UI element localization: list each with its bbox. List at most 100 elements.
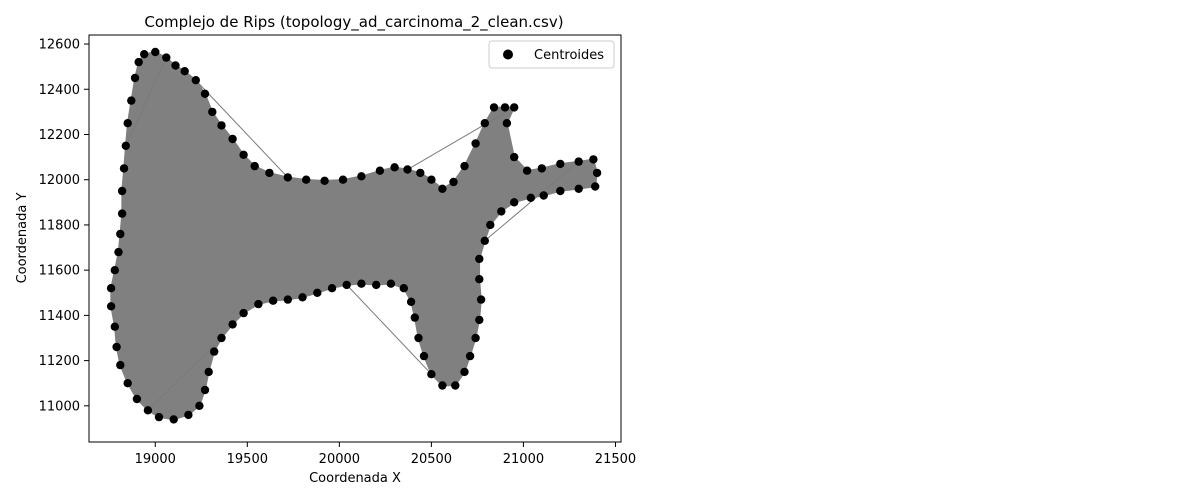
centroid-point: [217, 333, 226, 343]
centroid-point: [386, 279, 396, 288]
complex-edge: [195, 79, 289, 178]
centroid-point: [510, 152, 519, 162]
centroid-point: [556, 159, 565, 169]
centroid-point: [427, 175, 436, 184]
centroid-point: [268, 296, 278, 305]
centroid-point: [471, 139, 480, 148]
centroid-point: [106, 302, 116, 311]
centroid-point: [191, 76, 200, 85]
centroid-point: [239, 308, 248, 318]
centroid-point: [419, 351, 429, 361]
y-tick-label: 12200: [39, 128, 80, 143]
centroid-point: [460, 161, 469, 171]
centroid-point: [121, 141, 130, 150]
centroid-point: [180, 67, 189, 76]
centroid-point: [357, 172, 366, 181]
y-tick-label: 11600: [39, 264, 80, 279]
centroid-point: [298, 293, 307, 302]
centroid-point: [338, 175, 348, 184]
centroid-point: [592, 168, 602, 178]
centroid-point: [416, 168, 425, 178]
y-tick-label: 12000: [39, 173, 80, 188]
x-tick-label: 19500: [227, 452, 268, 467]
y-tick-label: 11200: [39, 354, 80, 369]
x-axis-ticks: 19000 19500 20000 20500 21000 21500: [135, 442, 636, 467]
centroid-point: [342, 280, 351, 290]
centroid-point: [537, 164, 546, 173]
centroid-point: [589, 155, 598, 164]
y-axis-ticks: 11000 11200 11400 11600 11800 12000 12200 12400…: [39, 38, 89, 414]
centroid-point: [123, 379, 132, 388]
centroid-point: [476, 295, 486, 304]
centroid-point: [372, 280, 381, 290]
centroid-point: [132, 394, 142, 404]
centroid-point: [410, 313, 419, 322]
centroid-point: [475, 315, 484, 325]
axes-frame: [88, 34, 622, 443]
centroid-point: [130, 73, 140, 83]
centroid-point: [228, 320, 237, 329]
centroid-point: [117, 209, 127, 218]
centroid-point: [208, 107, 217, 117]
centroid-point: [406, 297, 416, 306]
centroid-point: [254, 299, 263, 309]
centroid-point: [522, 166, 532, 175]
chart-title: Complejo de Rips (topology_ad_carcinoma_…: [144, 13, 563, 32]
centroid-point: [414, 333, 423, 343]
centroid-point: [451, 381, 460, 390]
centroid-point: [500, 103, 510, 112]
y-tick-label: 12400: [39, 83, 80, 98]
centroid-point: [403, 165, 412, 174]
centroid-point: [217, 121, 226, 130]
centroid-point: [106, 284, 116, 293]
plot-area: [88, 34, 622, 443]
centroid-point: [460, 367, 469, 377]
centroid-point: [489, 103, 499, 112]
centroid-point: [171, 61, 180, 70]
x-tick-label: 21500: [595, 452, 636, 467]
centroid-point: [357, 279, 366, 288]
centroid-point: [195, 401, 204, 410]
centroid-point: [475, 254, 484, 264]
centroid-point: [140, 50, 149, 59]
centroid-point: [110, 266, 120, 275]
complex-edge: [147, 337, 222, 411]
centroid-point: [200, 385, 210, 395]
centroid-point: [116, 229, 125, 239]
centroid-points-layer: [106, 47, 602, 424]
y-tick-label: 11400: [39, 309, 80, 324]
centroid-point: [265, 168, 274, 178]
centroid-point: [539, 191, 548, 200]
y-axis-label: Coordenada Y: [15, 193, 30, 284]
centroid-point: [200, 89, 210, 99]
legend-label-centroides: Centroides: [534, 48, 604, 63]
x-tick-label: 20000: [319, 452, 360, 467]
x-tick-label: 19000: [135, 452, 176, 467]
centroid-point: [110, 322, 120, 331]
x-tick-label: 20500: [411, 452, 452, 467]
centroid-point: [427, 370, 436, 379]
complex-edge: [407, 106, 515, 170]
centroid-point: [123, 119, 132, 128]
complex-edge: [125, 57, 167, 147]
centroid-point: [228, 134, 237, 144]
centroid-point: [526, 193, 535, 202]
centroid-point: [117, 186, 127, 196]
centroid-point: [143, 406, 153, 415]
centroid-point: [313, 288, 322, 297]
centroid-point: [327, 284, 337, 293]
x-tick-label: 21000: [503, 452, 544, 467]
centroid-point: [134, 57, 143, 67]
centroid-point: [283, 295, 292, 304]
centroid-point: [399, 284, 408, 293]
centroid-point: [320, 176, 329, 185]
centroid-point: [465, 351, 475, 361]
centroid-point: [114, 247, 123, 257]
centroid-point: [480, 236, 489, 245]
centroid-point: [497, 207, 506, 216]
centroid-point: [591, 182, 600, 191]
legend-box: [488, 40, 615, 69]
centroid-point: [556, 186, 565, 196]
centroid-point: [574, 184, 583, 193]
